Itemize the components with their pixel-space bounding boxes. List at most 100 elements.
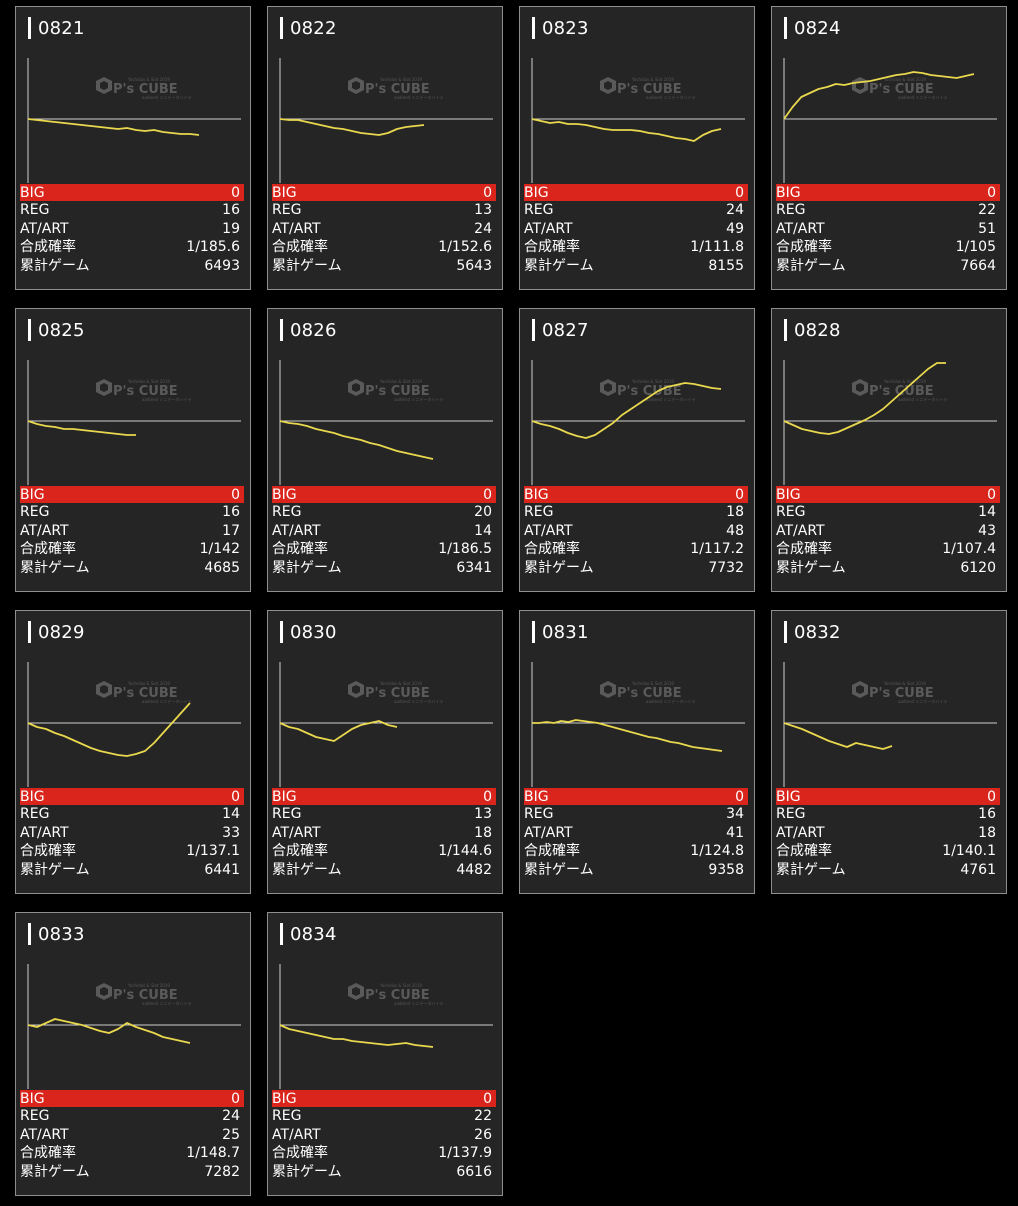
slump-line xyxy=(783,722,893,750)
title-accent-bar xyxy=(532,621,535,643)
stats-table: BIG 0 REG 13 AT/ART 18 合成確率 1/144.6 累計ゲーム 4482 xyxy=(272,788,496,879)
combined-rate-row: 合成確率 1/140.1 xyxy=(776,842,1000,861)
total-games-row: 累計ゲーム 9358 xyxy=(524,861,748,880)
stats-table: BIG 0 REG 13 AT/ART 24 合成確率 1/152.6 累計ゲーム 5643 xyxy=(272,184,496,275)
watermark-top-text: Yoshidas & Slot 2019 xyxy=(883,681,926,686)
machine-card-0822[interactable]: 0822 Yoshidas & Slot 2019 P's CUBE aadiend … xyxy=(267,6,503,290)
stats-table: BIG 0 REG 22 AT/ART 26 合成確率 1/137.9 累計ゲーム 6616 xyxy=(272,1090,496,1181)
slump-line xyxy=(279,1024,434,1048)
games-value: 7282 xyxy=(204,1164,240,1181)
big-label: BIG xyxy=(524,486,549,503)
reg-count-row: REG 14 xyxy=(776,503,1000,522)
atart-count-row: AT/ART 43 xyxy=(776,522,1000,541)
reg-value: 16 xyxy=(978,806,996,823)
total-games-row: 累計ゲーム 4761 xyxy=(776,861,1000,880)
slump-line xyxy=(27,420,136,436)
watermark-subtext: aadiend ミニデータハイラ xyxy=(142,396,191,402)
games-value: 6341 xyxy=(456,560,492,577)
machine-card-0825[interactable]: 0825 Yoshidas & Slot 2019 P's CUBE aadiend … xyxy=(15,308,251,592)
atart-label: AT/ART xyxy=(272,220,321,237)
card-header: 0830 xyxy=(280,620,337,644)
watermark-subtext: aadiend ミニデータハイラ xyxy=(142,698,191,704)
machine-card-0834[interactable]: 0834 Yoshidas & Slot 2019 P's CUBE aadiend … xyxy=(267,912,503,1196)
reg-count-row: REG 16 xyxy=(776,805,1000,824)
cube-logo-icon xyxy=(96,983,112,1000)
slump-line xyxy=(27,118,200,136)
big-value: 0 xyxy=(483,1090,492,1107)
reg-count-row: REG 24 xyxy=(524,201,748,220)
watermark-subtext: aadiend ミニデータハイラ xyxy=(898,698,947,704)
reg-label: REG xyxy=(524,806,554,823)
machine-card-0823[interactable]: 0823 Yoshidas & Slot 2019 P's CUBE aadiend … xyxy=(519,6,755,290)
reg-label: REG xyxy=(776,202,806,219)
reg-value: 34 xyxy=(726,806,744,823)
reg-value: 24 xyxy=(726,202,744,219)
atart-label: AT/ART xyxy=(20,220,69,237)
cube-logo-icon xyxy=(348,983,364,1000)
machine-number: 0833 xyxy=(38,923,85,945)
title-accent-bar xyxy=(28,923,31,945)
machine-card-0832[interactable]: 0832 Yoshidas & Slot 2019 P's CUBE aadiend … xyxy=(771,610,1007,894)
title-accent-bar xyxy=(280,621,283,643)
watermark-subtext: aadiend ミニデータハイラ xyxy=(898,396,947,402)
machine-card-0828[interactable]: 0828 Yoshidas & Slot 2019 P's CUBE aadiend … xyxy=(771,308,1007,592)
machine-card-0824[interactable]: 0824 Yoshidas & Slot 2019 P's CUBE aadiend … xyxy=(771,6,1007,290)
combined-rate-row: 合成確率 1/137.9 xyxy=(272,1144,496,1163)
big-count-row: BIG 0 xyxy=(20,486,244,503)
rate-value: 1/186.5 xyxy=(438,541,492,558)
atart-count-row: AT/ART 49 xyxy=(524,220,748,239)
rate-label: 合成確率 xyxy=(272,843,328,860)
atart-count-row: AT/ART 51 xyxy=(776,220,1000,239)
big-count-row: BIG 0 xyxy=(272,184,496,201)
games-value: 7664 xyxy=(960,258,996,275)
reg-value: 14 xyxy=(222,806,240,823)
watermark-top-text: Yoshidas & Slot 2019 xyxy=(379,77,422,82)
combined-rate-row: 合成確率 1/148.7 xyxy=(20,1144,244,1163)
watermark-top-text: Yoshidas & Slot 2019 xyxy=(631,77,674,82)
watermark-top-text: Yoshidas & Slot 2019 xyxy=(379,983,422,988)
atart-value: 24 xyxy=(474,220,492,237)
machine-card-0827[interactable]: 0827 Yoshidas & Slot 2019 P's CUBE aadiend … xyxy=(519,308,755,592)
rate-label: 合成確率 xyxy=(524,239,580,256)
rate-label: 合成確率 xyxy=(20,843,76,860)
watermark-top-text: Yoshidas & Slot 2019 xyxy=(127,379,170,384)
games-value: 4685 xyxy=(204,560,240,577)
rate-label: 合成確率 xyxy=(776,541,832,558)
big-count-row: BIG 0 xyxy=(524,788,748,805)
slump-line xyxy=(279,118,425,136)
reg-value: 14 xyxy=(978,504,996,521)
machine-card-0821[interactable]: 0821 Yoshidas & Slot 2019 P's CUBE aadiend … xyxy=(15,6,251,290)
atart-label: AT/ART xyxy=(272,824,321,841)
games-label: 累計ゲーム xyxy=(272,560,342,577)
machine-card-0826[interactable]: 0826 Yoshidas & Slot 2019 P's CUBE aadiend … xyxy=(267,308,503,592)
big-label: BIG xyxy=(20,486,45,503)
machine-card-0831[interactable]: 0831 Yoshidas & Slot 2019 P's CUBE aadiend … xyxy=(519,610,755,894)
card-header: 0831 xyxy=(532,620,589,644)
rate-label: 合成確率 xyxy=(524,843,580,860)
total-games-row: 累計ゲーム 6341 xyxy=(272,559,496,578)
stats-table: BIG 0 REG 16 AT/ART 18 合成確率 1/140.1 累計ゲーム 4761 xyxy=(776,788,1000,879)
rate-label: 合成確率 xyxy=(776,843,832,860)
rate-value: 1/185.6 xyxy=(186,239,240,256)
big-count-row: BIG 0 xyxy=(776,184,1000,201)
machine-card-0833[interactable]: 0833 Yoshidas & Slot 2019 P's CUBE aadiend … xyxy=(15,912,251,1196)
slump-line xyxy=(279,720,398,742)
watermark-top-text: Yoshidas & Slot 2019 xyxy=(379,379,422,384)
watermark-subtext: aadiend ミニデータハイラ xyxy=(394,1000,443,1006)
reg-value: 24 xyxy=(222,1108,240,1125)
watermark-text: P's CUBE xyxy=(617,686,682,701)
card-header: 0832 xyxy=(784,620,841,644)
atart-label: AT/ART xyxy=(776,522,825,539)
machine-number: 0822 xyxy=(290,17,337,39)
atart-value: 25 xyxy=(222,1126,240,1143)
machine-card-0829[interactable]: 0829 Yoshidas & Slot 2019 P's CUBE aadiend … xyxy=(15,610,251,894)
total-games-row: 累計ゲーム 6120 xyxy=(776,559,1000,578)
atart-value: 41 xyxy=(726,824,744,841)
title-accent-bar xyxy=(784,319,787,341)
machine-card-0830[interactable]: 0830 Yoshidas & Slot 2019 P's CUBE aadiend … xyxy=(267,610,503,894)
